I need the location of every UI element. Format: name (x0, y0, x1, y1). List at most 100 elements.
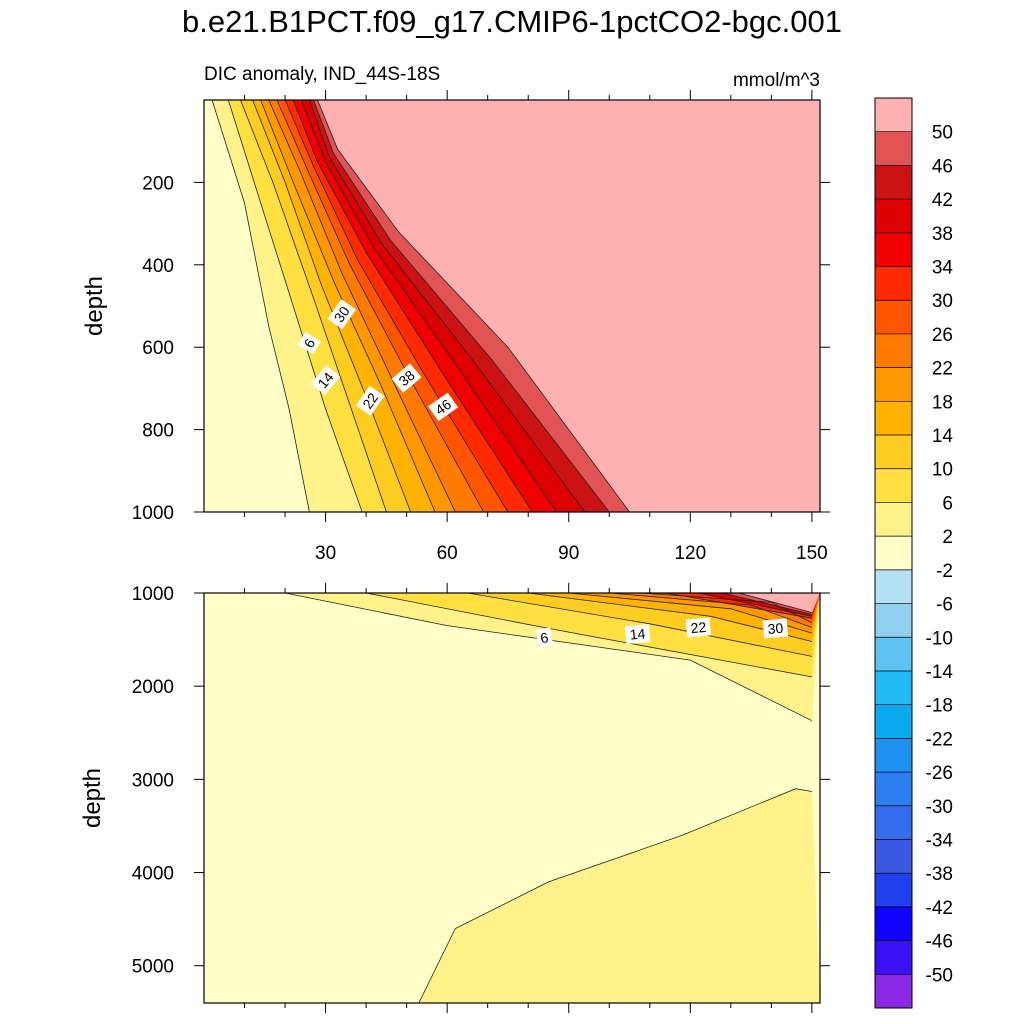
colorbar-label: -38 (926, 864, 953, 885)
contour-label-bg (685, 617, 712, 638)
bottom-contour-label: 30 (762, 618, 789, 639)
colorbar-swatch (875, 839, 912, 874)
colorbar-label: 38 (932, 224, 953, 245)
colorbar-swatch (875, 266, 912, 301)
top-contour-label: 46 (428, 392, 459, 422)
top-contour-line (292, 99, 533, 513)
colorbar-swatch (875, 300, 912, 335)
contour-label-text: 14 (629, 625, 646, 642)
colorbar-swatch (875, 502, 912, 537)
colorbar-label: 10 (932, 460, 953, 481)
bottom-contour-line (609, 592, 813, 628)
bottom-band-fill (418, 788, 820, 1003)
colorbar-label: 22 (932, 359, 953, 380)
top-contour-line (260, 99, 436, 513)
colorbar-label: 34 (932, 258, 954, 279)
colorbar-label: 26 (932, 325, 953, 346)
colorbar-swatch (875, 738, 912, 773)
colorbar-label: 46 (932, 156, 953, 177)
colorbar-swatch (875, 468, 912, 503)
contour-label-text: 22 (690, 619, 707, 636)
top-band-fill (317, 100, 820, 512)
contour-label-bg (428, 392, 459, 422)
top-axis-ticks: 30 60 90 120 150 200 400 600 800 1000 (132, 90, 830, 564)
colorbar-label: -6 (936, 595, 953, 616)
top-contour-line (300, 99, 557, 513)
colorbar: 50 46 42 38 34 30 26 22 18 14 10 6 2 -2 -6 -10 -14 -18 -22… (874, 97, 954, 1009)
top-contour-line (268, 99, 456, 513)
colorbar-swatch (875, 873, 912, 908)
colorbar-swatch (875, 906, 912, 941)
bottom-band-fill (738, 593, 820, 613)
contour-label-bg (355, 385, 385, 416)
bottom-y-tick-label: 4000 (132, 864, 174, 885)
colorbar-swatch (875, 435, 912, 470)
colorbar-label: -46 (926, 932, 953, 953)
bottom-contour-label: 22 (685, 617, 712, 638)
top-contour-line (211, 99, 310, 513)
figure-title: b.e21.B1PCT.f09_g17.CMIP6-1pctCO2-bgc.00… (182, 4, 842, 39)
contour-label-bg (535, 627, 554, 648)
subtitle-right: mmol/m^3 (733, 70, 820, 91)
top-y-axis-label: depth (81, 276, 108, 336)
contour-label-bg (297, 332, 321, 355)
bottom-contour-line (418, 788, 812, 1004)
top-contour-lines (211, 99, 630, 513)
colorbar-label: -42 (926, 898, 953, 919)
top-contour-fills (204, 100, 821, 512)
colorbar-label: 30 (932, 291, 953, 312)
top-x-tick-label: 150 (796, 543, 828, 564)
top-x-tick-label: 90 (558, 543, 579, 564)
top-x-tick-label: 30 (315, 543, 336, 564)
colorbar-swatch (875, 165, 912, 200)
top-contour-label: 30 (327, 299, 357, 330)
bottom-contour-line (285, 592, 813, 722)
top-contour-line (252, 99, 412, 513)
colorbar-label: -26 (926, 763, 953, 784)
bottom-contour-line (738, 592, 813, 613)
contour-label-text: 6 (539, 629, 550, 646)
top-y-tick-label: 600 (142, 338, 174, 359)
colorbar-swatch (875, 704, 912, 739)
bottom-contour-line (665, 592, 812, 619)
contour-label-bg (391, 363, 422, 393)
top-y-tick-label: 400 (142, 256, 174, 277)
bottom-y-tick-label: 1000 (132, 584, 174, 605)
bottom-y-axis-label: depth (79, 768, 106, 828)
top-plot-frame (203, 99, 821, 513)
bottom-y-tick-label: 3000 (132, 770, 174, 791)
colorbar-label: 14 (932, 426, 954, 447)
top-x-tick-label: 60 (437, 543, 458, 564)
top-contour-line (309, 99, 586, 513)
bottom-axis-ticks: 1000 2000 3000 4000 5000 (132, 583, 830, 1013)
bottom-contour-label: 6 (535, 627, 554, 648)
contour-label-bg (327, 299, 357, 330)
colorbar-label: -18 (926, 696, 953, 717)
top-x-tick-label: 120 (674, 543, 706, 564)
bottom-contour-lines (285, 592, 813, 1004)
top-y-tick-label: 800 (142, 421, 174, 442)
colorbar-swatch (875, 974, 912, 1009)
colorbar-swatch (875, 232, 912, 267)
colorbar-label: -2 (936, 561, 953, 582)
subtitle-left: DIC anomaly, IND_44S-18S (204, 64, 440, 85)
colorbar-swatch (875, 637, 912, 672)
colorbar-label: -34 (926, 831, 954, 852)
colorbar-label: -10 (926, 628, 953, 649)
colorbar-swatch (875, 772, 912, 807)
top-contour-line (240, 99, 387, 513)
top-contour-line (227, 99, 363, 513)
colorbar-label: -14 (926, 662, 954, 683)
colorbar-swatch (875, 569, 912, 604)
contour-label-bg (762, 618, 789, 639)
contour-label-bg (624, 623, 651, 645)
bottom-contour-line (722, 592, 812, 615)
colorbar-swatch (875, 333, 912, 369)
top-contour-line (276, 99, 484, 513)
colorbar-swatch (875, 367, 912, 402)
colorbar-label: 50 (932, 123, 953, 144)
bottom-contour-line (698, 592, 812, 617)
top-contour-label: 22 (355, 385, 385, 416)
